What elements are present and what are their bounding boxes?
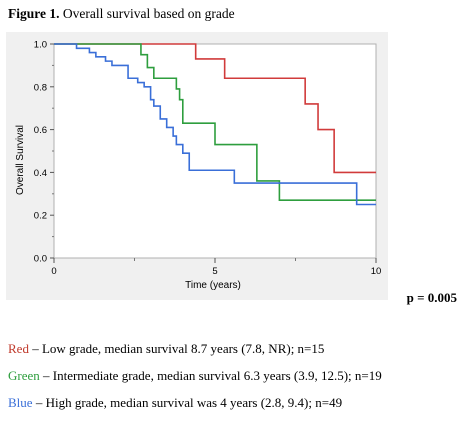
legend-green-text: – Intermediate grade, median survival 6.… bbox=[39, 368, 382, 383]
survival-curve-red bbox=[54, 43, 376, 174]
legend-blue-color: Blue bbox=[8, 395, 33, 410]
y-tick-label: 0.6 bbox=[34, 125, 47, 136]
plot-panel: 0.0 0.2 0.4 0.6 0.8 1.0 0 5 10 Overall Survival… bbox=[6, 32, 388, 300]
x-axis-label: Time (years) bbox=[185, 280, 241, 291]
legend-green-color: Green bbox=[8, 368, 40, 383]
x-tick-label: 0 bbox=[51, 266, 56, 277]
legend-red: Red – Low grade, median survival 8.7 yea… bbox=[8, 341, 324, 357]
legend-blue-text: – High grade, median survival was 4 year… bbox=[32, 395, 343, 410]
survival-chart: 0.0 0.2 0.4 0.6 0.8 1.0 0 5 10 Overall Survival… bbox=[15, 40, 382, 292]
legend-blue: Blue – High grade, median survival was 4… bbox=[8, 395, 342, 411]
x-tick-label: 10 bbox=[371, 266, 382, 277]
y-tick-label: 0.4 bbox=[34, 168, 47, 179]
y-tick-label: 0.2 bbox=[34, 211, 47, 222]
y-tick-label: 0.8 bbox=[34, 82, 47, 93]
survival-curve-green bbox=[54, 43, 376, 202]
y-tick-label: 1.0 bbox=[34, 40, 47, 51]
figure-title-text: Overall survival based on grade bbox=[62, 6, 235, 21]
legend-green: Green – Intermediate grade, median survi… bbox=[8, 368, 382, 384]
figure-label: Figure 1. bbox=[8, 6, 60, 21]
y-axis-label: Overall Survival bbox=[15, 125, 26, 195]
legend-red-color: Red bbox=[8, 341, 29, 356]
x-tick-label: 5 bbox=[212, 266, 217, 277]
figure-title: Figure 1. Overall survival based on grad… bbox=[8, 6, 235, 22]
plot-area bbox=[53, 43, 377, 259]
survival-curve-blue bbox=[54, 43, 376, 206]
p-value: p = 0.005 bbox=[406, 290, 457, 305]
y-tick-label: 0.0 bbox=[34, 254, 47, 265]
legend-red-text: – Low grade, median survival 8.7 years (… bbox=[28, 341, 325, 356]
